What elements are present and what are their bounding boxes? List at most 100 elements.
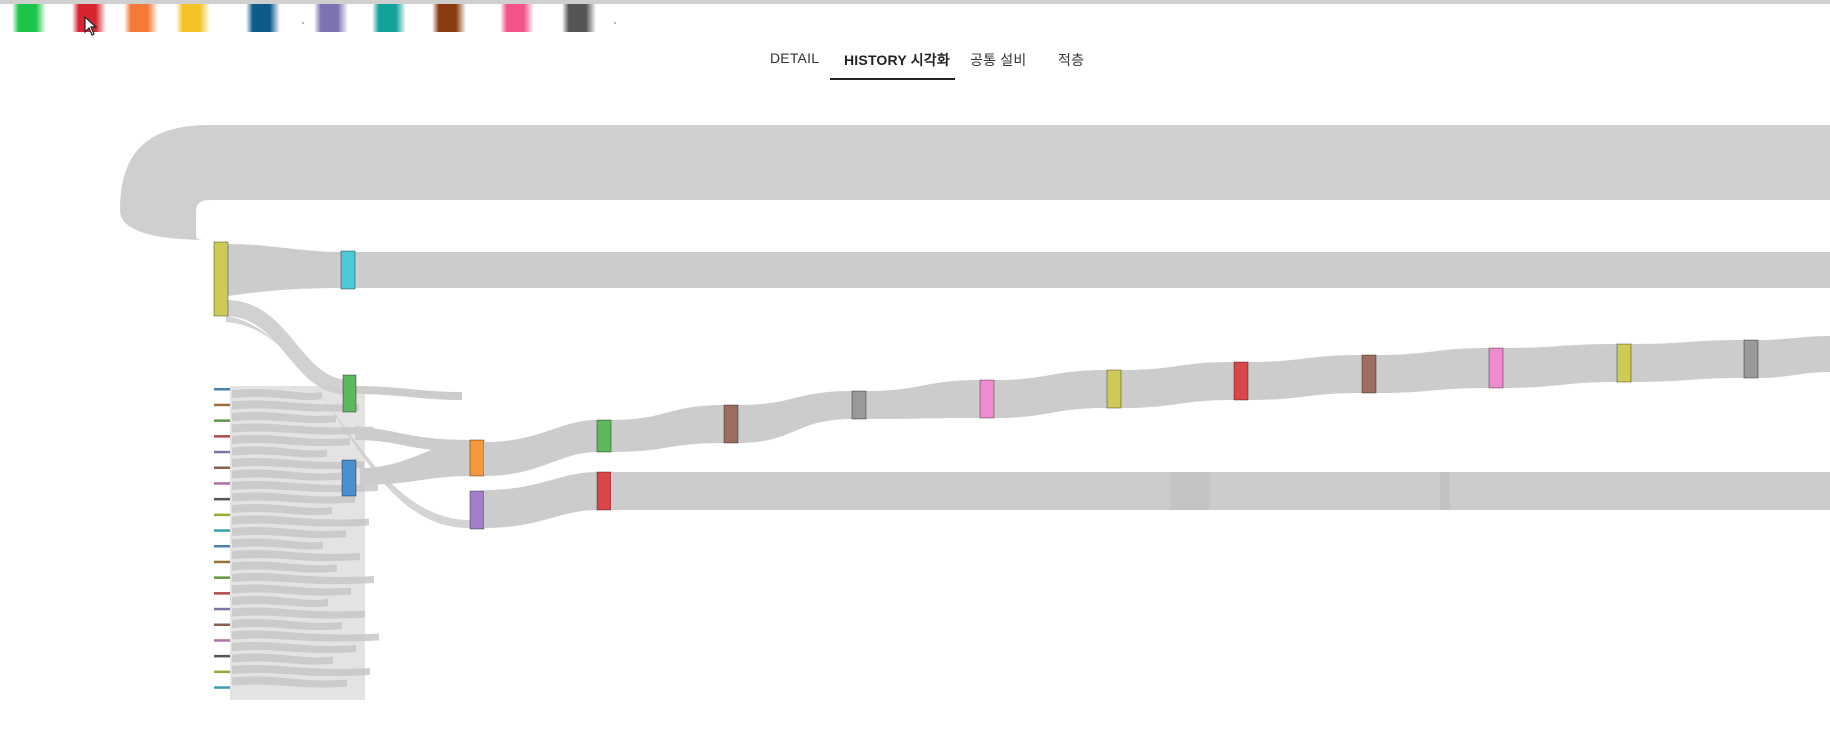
node-brown-chain[interactable] — [723, 404, 739, 444]
chain-link — [1376, 348, 1489, 393]
legend-tick — [214, 639, 230, 642]
node-red-long[interactable] — [596, 471, 612, 511]
active-tab-indicator — [830, 78, 955, 80]
legend-tick — [214, 592, 230, 595]
tangle-link — [232, 619, 342, 631]
tangle-link — [232, 676, 347, 688]
chain-link — [1121, 362, 1234, 408]
legend-tick — [214, 450, 230, 454]
tab-stacking[interactable]: 적층 — [1058, 52, 1085, 68]
legend-tick — [214, 403, 230, 407]
link-red-to-end — [612, 472, 1830, 510]
legend-tick — [214, 670, 230, 674]
node-green-left[interactable] — [342, 374, 357, 413]
tab-detail[interactable]: DETAIL — [770, 50, 820, 66]
chain-link — [1631, 340, 1744, 382]
chain-link — [994, 370, 1107, 418]
tab-common-equipment[interactable]: 공통 설비 — [970, 52, 1027, 68]
legend-tick — [214, 560, 230, 564]
legend-tick — [214, 482, 230, 485]
tangle-link — [232, 504, 332, 516]
node-purple[interactable] — [469, 490, 485, 530]
swatch-yellow[interactable] — [176, 4, 210, 32]
loop-link — [120, 125, 1830, 240]
tangle-link — [232, 527, 346, 539]
history-sankey-diagram — [120, 125, 1830, 700]
swatch-teal[interactable] — [372, 4, 406, 32]
legend-tick — [214, 513, 230, 517]
link-yellow-to-cyan — [228, 244, 1830, 296]
node-yellow-start[interactable] — [213, 241, 229, 317]
link-yellow-to-green — [226, 300, 355, 395]
legend-tick — [214, 686, 230, 689]
link-purple-to-red — [485, 472, 597, 528]
link-stub — [355, 426, 470, 452]
node-gray-chain[interactable] — [851, 390, 867, 420]
swatch-navy[interactable] — [246, 4, 280, 32]
tangle-link — [232, 550, 360, 562]
tab-history-visualization[interactable]: HISTORY 시각화 — [844, 52, 950, 68]
chain-link — [1248, 355, 1362, 400]
tangle-link — [232, 561, 337, 573]
band-shade — [1440, 472, 1450, 510]
tangle-link — [232, 665, 370, 677]
swatch-dark-gray[interactable] — [562, 4, 596, 32]
chain-link — [1503, 344, 1617, 388]
legend-tick — [214, 623, 230, 626]
link-stub — [355, 386, 462, 400]
swatch-separator-dot — [302, 22, 304, 24]
view-tabs: DETAIL HISTORY 시각화 공통 설비 적층 — [760, 42, 1120, 82]
tangle-link — [232, 481, 378, 493]
legend-tick — [214, 654, 230, 658]
tangle-link — [232, 423, 373, 435]
node-yellow-chain[interactable] — [1616, 343, 1632, 383]
node-yellow-chain[interactable] — [1106, 369, 1122, 409]
swatch-orange[interactable] — [124, 4, 158, 32]
node-blue-left[interactable] — [341, 459, 357, 497]
tangle-link — [232, 412, 336, 424]
node-pink-chain[interactable] — [979, 379, 995, 419]
node-gray-chain[interactable] — [1743, 339, 1759, 379]
tangle-link — [232, 642, 356, 654]
tangle-link — [232, 458, 364, 470]
tangle-link — [232, 573, 374, 585]
link-blue-to-orange — [360, 442, 470, 485]
band-shade — [1170, 472, 1210, 510]
node-green-chain[interactable] — [596, 419, 612, 453]
node-orange[interactable] — [469, 439, 485, 477]
node-brown-chain[interactable] — [1361, 354, 1377, 394]
tangle-link — [232, 607, 365, 619]
tangle-link — [232, 584, 351, 596]
legend-tick — [214, 435, 230, 438]
node-pink-chain[interactable] — [1488, 347, 1504, 389]
tangle-link — [232, 400, 359, 412]
swatch-green[interactable] — [12, 4, 46, 32]
tangle-link — [232, 596, 328, 608]
tangle-link — [232, 653, 333, 665]
link-orange-to-green — [485, 420, 597, 476]
legend-tick — [214, 388, 230, 391]
swatch-separator-dot — [614, 22, 616, 24]
top-divider — [0, 0, 1830, 4]
tangle-link — [232, 389, 322, 401]
legend-tick — [214, 576, 230, 579]
swatch-pink[interactable] — [500, 4, 534, 32]
legend-tick — [214, 466, 230, 469]
swatch-brown[interactable] — [432, 4, 466, 32]
chain-link-out — [1758, 336, 1830, 378]
mouse-cursor-icon — [84, 16, 98, 36]
node-cyan[interactable] — [340, 250, 356, 290]
legend-tick — [214, 419, 230, 422]
tangle-link — [232, 515, 369, 527]
node-red-chain[interactable] — [1233, 361, 1249, 401]
chain-link — [866, 380, 980, 419]
chain-link — [738, 391, 852, 443]
tangle-link — [232, 446, 327, 458]
tangle-link — [232, 538, 323, 550]
legend-tick — [214, 529, 230, 532]
tangle-link — [232, 492, 355, 504]
tangle-link — [232, 469, 341, 481]
swatch-lavender[interactable] — [314, 4, 348, 32]
legend-tick — [214, 607, 230, 611]
chain-link — [611, 405, 724, 452]
